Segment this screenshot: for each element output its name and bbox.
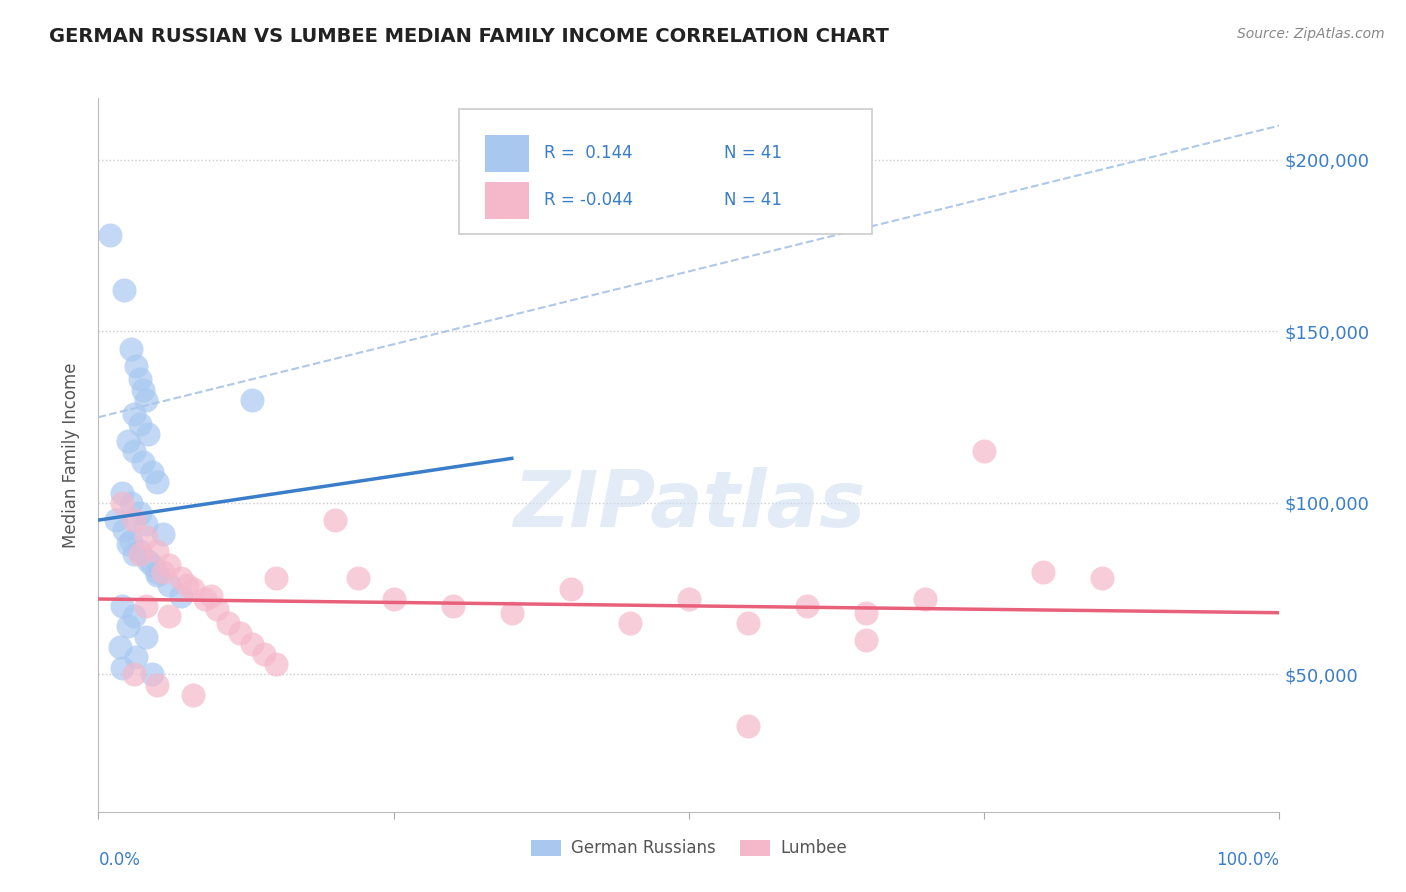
Point — [122, 513, 145, 527]
Point — [146, 475, 169, 490]
Legend: German Russians, Lumbee: German Russians, Lumbee — [524, 833, 853, 864]
Point — [264, 571, 287, 585]
Point — [347, 571, 370, 585]
Point — [678, 592, 700, 607]
Point — [170, 589, 193, 603]
Point — [441, 599, 464, 613]
Point — [112, 283, 135, 297]
Point — [146, 678, 169, 692]
Point — [229, 626, 252, 640]
Point — [128, 548, 150, 562]
Point — [855, 633, 877, 648]
Point — [135, 392, 157, 407]
Point — [157, 578, 180, 592]
Point — [253, 647, 276, 661]
Point — [146, 565, 169, 579]
Point — [146, 568, 169, 582]
Point — [122, 444, 145, 458]
Point — [122, 667, 145, 681]
Point — [382, 592, 405, 607]
Point — [501, 606, 523, 620]
Text: R =  0.144: R = 0.144 — [544, 145, 633, 162]
Point — [619, 615, 641, 630]
Point — [323, 513, 346, 527]
Point — [132, 455, 155, 469]
Point — [181, 582, 204, 596]
Point — [112, 524, 135, 538]
Point — [217, 615, 239, 630]
Point — [737, 719, 759, 733]
Point — [1032, 565, 1054, 579]
Point — [200, 589, 222, 603]
Point — [855, 606, 877, 620]
Point — [737, 615, 759, 630]
Point — [181, 688, 204, 702]
Text: N = 41: N = 41 — [724, 191, 782, 209]
Point — [98, 228, 121, 243]
Point — [152, 565, 174, 579]
Point — [132, 383, 155, 397]
Point — [135, 516, 157, 531]
Point — [205, 602, 228, 616]
Point — [157, 558, 180, 572]
Point — [117, 619, 139, 633]
Text: 100.0%: 100.0% — [1216, 851, 1279, 869]
Point — [117, 537, 139, 551]
Point — [560, 582, 582, 596]
Point — [141, 667, 163, 681]
Point — [240, 392, 263, 407]
Point — [128, 372, 150, 386]
Point — [111, 660, 134, 674]
FancyBboxPatch shape — [485, 182, 530, 219]
Text: N = 41: N = 41 — [724, 145, 782, 162]
Point — [1091, 571, 1114, 585]
Point — [111, 599, 134, 613]
Point — [146, 544, 169, 558]
Point — [128, 544, 150, 558]
Point — [111, 496, 134, 510]
Point — [135, 599, 157, 613]
Point — [122, 548, 145, 562]
Point — [152, 526, 174, 541]
Text: 0.0%: 0.0% — [98, 851, 141, 869]
Point — [240, 637, 263, 651]
FancyBboxPatch shape — [458, 109, 872, 234]
Point — [108, 640, 131, 654]
Text: Source: ZipAtlas.com: Source: ZipAtlas.com — [1237, 27, 1385, 41]
Point — [170, 571, 193, 585]
Text: GERMAN RUSSIAN VS LUMBEE MEDIAN FAMILY INCOME CORRELATION CHART: GERMAN RUSSIAN VS LUMBEE MEDIAN FAMILY I… — [49, 27, 889, 45]
Point — [796, 599, 818, 613]
Point — [973, 444, 995, 458]
Text: ZIPatlas: ZIPatlas — [513, 467, 865, 543]
Point — [128, 506, 150, 520]
Point — [136, 427, 159, 442]
Point — [157, 609, 180, 624]
Point — [141, 558, 163, 572]
Point — [121, 496, 143, 510]
Point — [141, 465, 163, 479]
Point — [117, 434, 139, 449]
Text: R = -0.044: R = -0.044 — [544, 191, 633, 209]
Point — [125, 359, 148, 373]
Point — [111, 485, 134, 500]
Point — [105, 513, 128, 527]
Point — [128, 417, 150, 431]
Point — [122, 407, 145, 421]
Point — [194, 592, 217, 607]
Point — [122, 609, 145, 624]
Y-axis label: Median Family Income: Median Family Income — [62, 362, 80, 548]
Point — [121, 533, 143, 548]
Point — [121, 342, 143, 356]
Point — [914, 592, 936, 607]
FancyBboxPatch shape — [485, 135, 530, 171]
Point — [176, 578, 198, 592]
Point — [264, 657, 287, 672]
Point — [136, 554, 159, 568]
Point — [125, 650, 148, 665]
Point — [135, 630, 157, 644]
Point — [135, 530, 157, 544]
